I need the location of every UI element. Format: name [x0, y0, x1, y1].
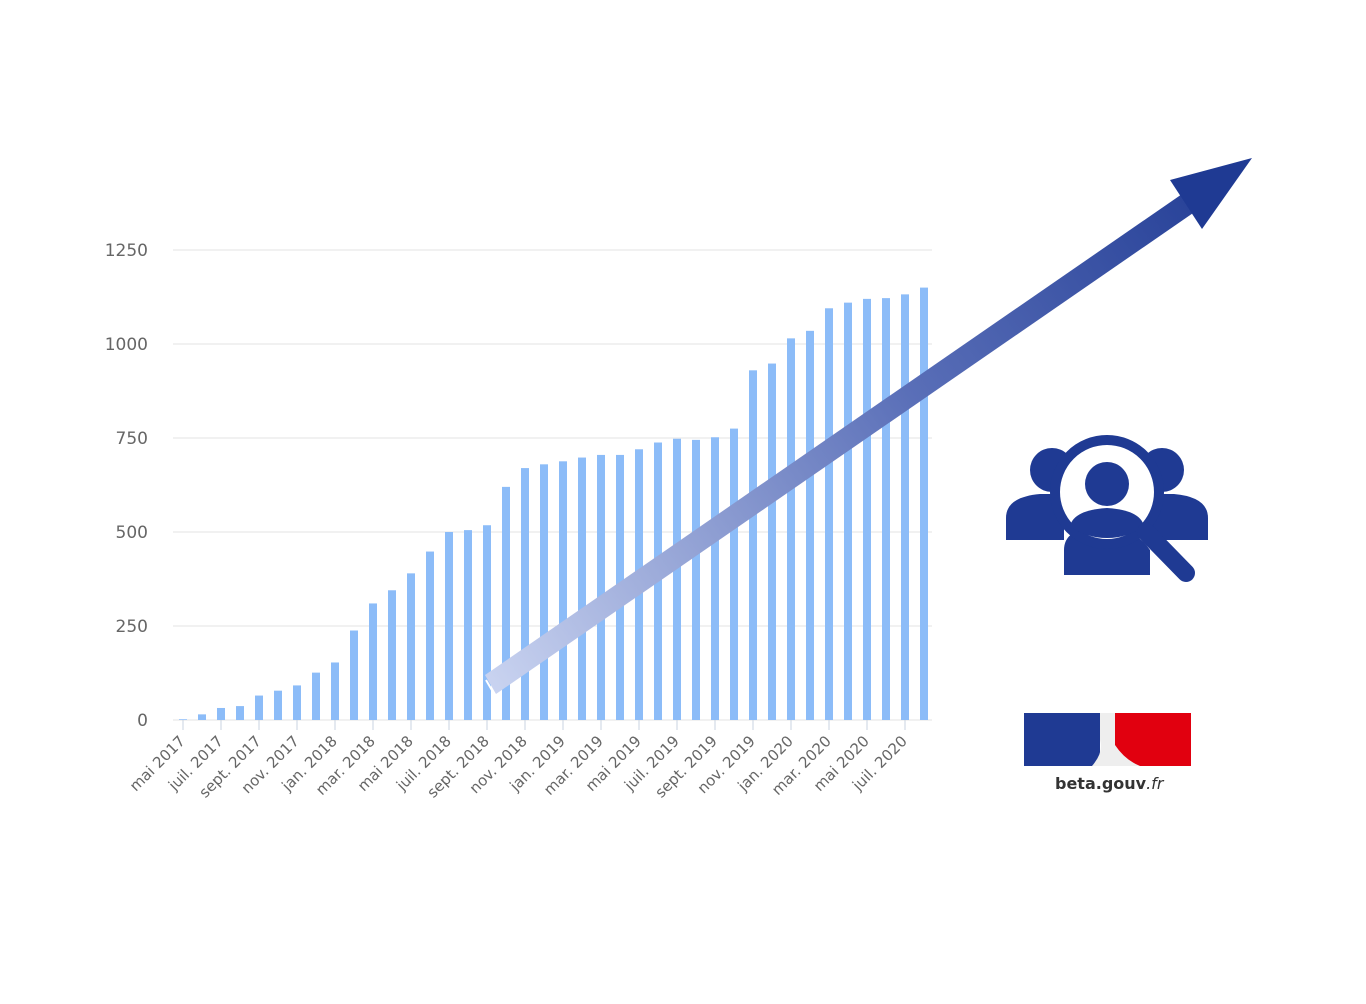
bar — [483, 525, 491, 720]
bar — [882, 298, 890, 720]
bar — [901, 294, 909, 720]
bar — [540, 464, 548, 720]
bars — [179, 287, 928, 720]
bar — [768, 363, 776, 720]
bar — [255, 695, 263, 720]
bar — [445, 532, 453, 720]
bar — [825, 308, 833, 720]
bar — [407, 573, 415, 720]
flag-blue-block — [1024, 713, 1100, 766]
bar — [787, 338, 795, 720]
bar — [350, 630, 358, 720]
logo-tld-text: .fr — [1146, 774, 1165, 793]
bar — [369, 603, 377, 720]
bar — [692, 439, 700, 720]
bar — [806, 330, 814, 720]
bar — [217, 707, 225, 720]
flag-profile-shape — [1092, 713, 1140, 766]
bar — [236, 706, 244, 720]
bar — [559, 461, 567, 720]
y-tick-label: 500 — [116, 523, 148, 543]
y-tick-label: 0 — [137, 711, 148, 731]
logo-brand-text: beta.gouv — [1055, 774, 1147, 793]
bar — [711, 437, 719, 720]
bar — [198, 714, 206, 720]
bar — [920, 287, 928, 720]
growth-arrow-tail-mark — [485, 679, 494, 693]
bar — [312, 672, 320, 720]
bar — [597, 454, 605, 720]
y-tick-label: 1250 — [105, 241, 148, 261]
bar — [388, 590, 396, 720]
beta-gouv-logo: beta.gouv.fr — [1024, 713, 1191, 793]
growth-arrow-head — [1170, 158, 1252, 229]
grid-lines — [173, 249, 932, 721]
bar — [274, 690, 282, 720]
bar — [293, 685, 301, 720]
bar — [749, 370, 757, 720]
people-search-icon — [1006, 435, 1208, 582]
growth-arrow-shaft — [485, 192, 1196, 694]
bar — [521, 468, 529, 720]
bar — [730, 428, 738, 720]
bar — [673, 438, 681, 720]
bar — [464, 530, 472, 720]
bar — [502, 486, 510, 720]
bar — [844, 302, 852, 720]
bar — [578, 457, 586, 720]
bar — [863, 298, 871, 720]
bar — [331, 662, 339, 720]
svg-text:beta.gouv.fr: beta.gouv.fr — [1055, 774, 1165, 793]
flag-red-block — [1115, 713, 1191, 766]
y-tick-label: 750 — [116, 429, 148, 449]
y-tick-label: 250 — [116, 617, 148, 637]
y-axis-ticks: 0 250 500 750 1000 1250 — [105, 241, 148, 731]
growth-arrow-icon — [485, 158, 1252, 694]
y-tick-label: 1000 — [105, 335, 148, 355]
bar — [179, 719, 187, 720]
bar — [426, 551, 434, 720]
